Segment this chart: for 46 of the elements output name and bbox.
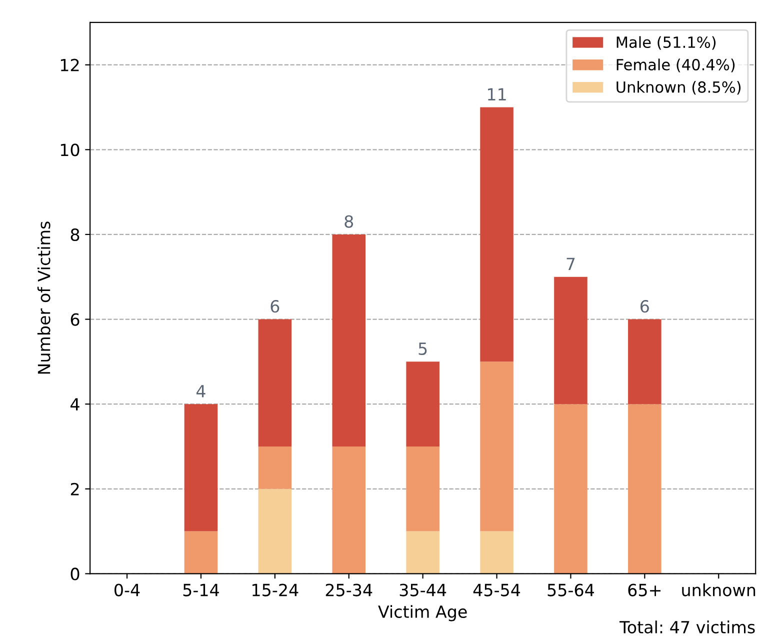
bar [406, 362, 440, 446]
x-tick-label: 65+ [628, 584, 660, 596]
bar [332, 234, 366, 446]
legend-label: Male (51.1%) [616, 36, 716, 50]
total-label: 5 [418, 342, 427, 356]
x-tick-label: 45-54 [473, 584, 520, 596]
total-label: 11 [488, 88, 506, 100]
x-tick-label: unknown [682, 583, 756, 596]
legend-label: Female (40.4%) [616, 58, 735, 72]
x-tick-label: 5-14 [183, 584, 219, 596]
bar [628, 404, 662, 574]
total-label: 6 [640, 300, 649, 313]
total-label: 4 [196, 385, 206, 398]
bar [406, 531, 440, 574]
y-tick-label: 12 [60, 58, 79, 72]
y-axis-title: Number of Victims [37, 222, 50, 374]
total-label: 8 [344, 215, 354, 228]
y-tick-label: 0 [70, 568, 80, 580]
y-tick-label: 6 [70, 313, 80, 326]
bar [628, 319, 662, 404]
x-tick-label: 0-4 [114, 584, 140, 596]
legend-label: Unknown (8.5%) [616, 81, 741, 95]
bar [258, 446, 292, 489]
y-tick-label: 4 [70, 398, 80, 410]
x-tick-label: 15-24 [252, 584, 298, 596]
bar [258, 319, 292, 446]
x-tick-label: 55-64 [548, 584, 594, 596]
bar [480, 531, 514, 574]
x-axis-title: Victim Age [378, 605, 467, 622]
bar [184, 531, 218, 574]
bar [480, 107, 514, 362]
total-label: 6 [270, 300, 280, 313]
total-label: 7 [566, 258, 575, 270]
bar [184, 404, 218, 532]
x-tick-label: 35-44 [400, 584, 446, 596]
bar [332, 446, 366, 574]
y-tick-label: 2 [70, 482, 79, 496]
y-tick-label: 10 [60, 144, 80, 156]
y-tick-label: 8 [70, 228, 80, 242]
bar [554, 276, 588, 404]
bar [480, 362, 514, 532]
bar [406, 446, 440, 532]
text: Total: 47 victims [619, 620, 755, 634]
bar [554, 404, 588, 574]
bar [258, 488, 292, 574]
x-tick-label: 25-34 [326, 584, 372, 596]
